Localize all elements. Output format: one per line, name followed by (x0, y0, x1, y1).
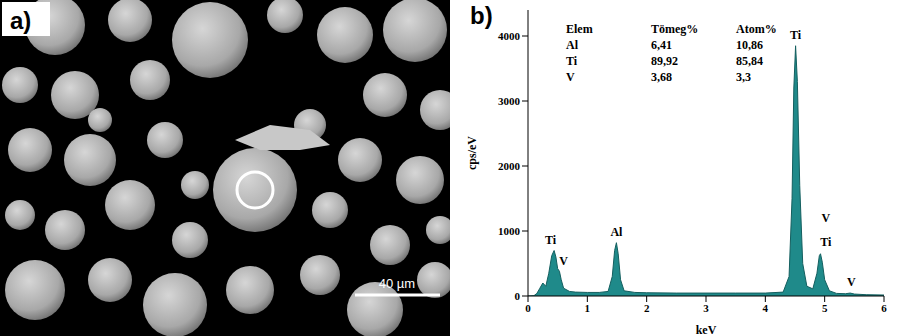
html-text:Ti: Ti (566, 54, 578, 68)
html-text:85,84: 85,84 (736, 54, 763, 68)
svg-text:5: 5 (822, 302, 828, 314)
svg-text:Ti: Ti (790, 28, 802, 42)
svg-text:Al: Al (610, 225, 623, 239)
svg-text:a): a) (10, 7, 31, 34)
svg-text:3000: 3000 (498, 95, 521, 107)
svg-text:1000: 1000 (498, 225, 521, 237)
html-text:3,3: 3,3 (736, 70, 751, 84)
svg-text:3: 3 (703, 302, 709, 314)
svg-text:2: 2 (644, 302, 650, 314)
svg-text:cps/eV: cps/eV (466, 136, 479, 170)
svg-text:2000: 2000 (498, 160, 521, 172)
html-text:10,86: 10,86 (736, 38, 763, 52)
html-text:V: V (566, 70, 575, 84)
svg-text:4: 4 (763, 302, 769, 314)
svg-text:V: V (847, 275, 856, 289)
html-text:Elem: Elem (566, 22, 593, 36)
svg-text:1: 1 (585, 302, 591, 314)
svg-text:V: V (822, 211, 831, 225)
svg-text:keV: keV (696, 323, 717, 336)
svg-text:40 µm: 40 µm (379, 276, 415, 291)
html-text:Atom%: Atom% (736, 22, 777, 36)
html-text:Tömeg%: Tömeg% (651, 22, 699, 36)
html-text:6,41: 6,41 (651, 38, 672, 52)
svg-text:4000: 4000 (498, 30, 521, 42)
svg-text:0: 0 (515, 290, 521, 302)
svg-text:Ti: Ti (545, 233, 557, 247)
html-text:89,92: 89,92 (651, 54, 678, 68)
svg-text:V: V (559, 254, 568, 268)
svg-text:Ti: Ti (820, 235, 832, 249)
html-text:b): b) (470, 2, 493, 29)
svg-text:6: 6 (881, 302, 887, 314)
html-text:Al: Al (566, 38, 578, 52)
svg-text:0: 0 (525, 302, 531, 314)
html-text:3,68: 3,68 (651, 70, 672, 84)
